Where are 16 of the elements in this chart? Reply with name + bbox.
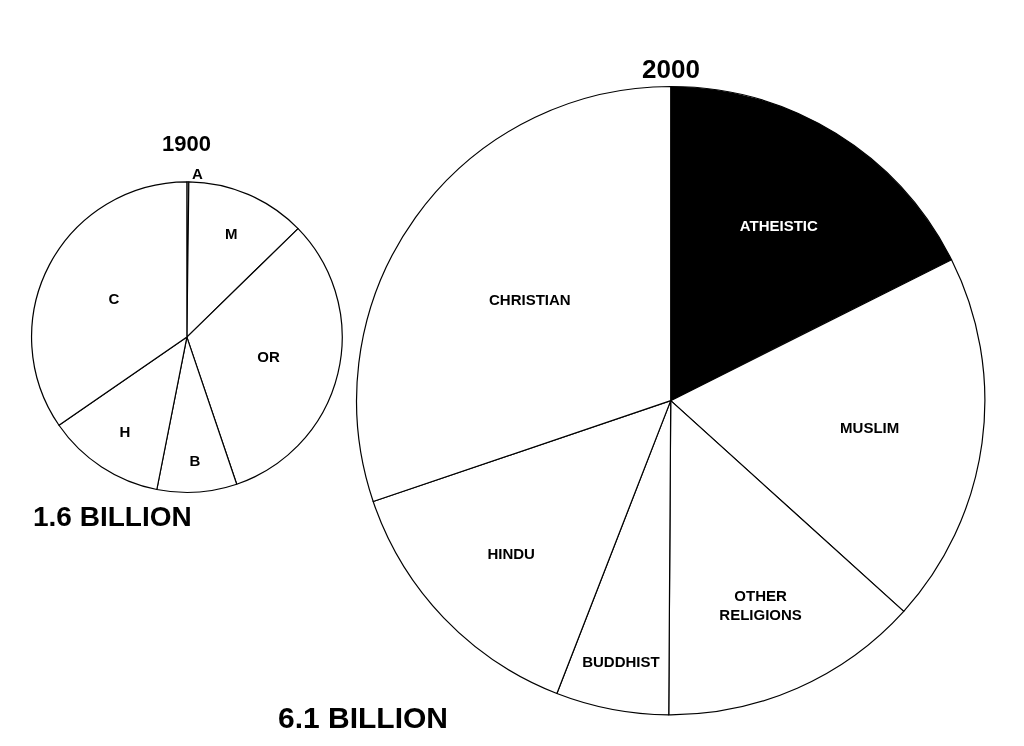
- slice-label: OTHER RELIGIONS: [719, 586, 802, 624]
- slice-label: HINDU: [487, 544, 535, 562]
- text: 6.1 BILLION: [278, 701, 449, 734]
- slice-label: A: [192, 164, 204, 182]
- slice-label: M: [224, 225, 238, 243]
- slice-label: BUDDHIST: [582, 653, 660, 671]
- slice-label: CHRISTIAN: [489, 291, 571, 309]
- chart-title: 2000: [642, 54, 700, 84]
- slice-label: H: [119, 422, 131, 440]
- slice-label: OR: [257, 348, 281, 366]
- chart-title: 1900: [162, 131, 211, 156]
- slice-label: ATHEISTIC: [739, 216, 819, 234]
- slice-label: B: [189, 451, 201, 469]
- text: 1.6 BILLION: [33, 501, 192, 532]
- slice-label: MUSLIM: [840, 419, 900, 437]
- slice-label: C: [108, 290, 120, 308]
